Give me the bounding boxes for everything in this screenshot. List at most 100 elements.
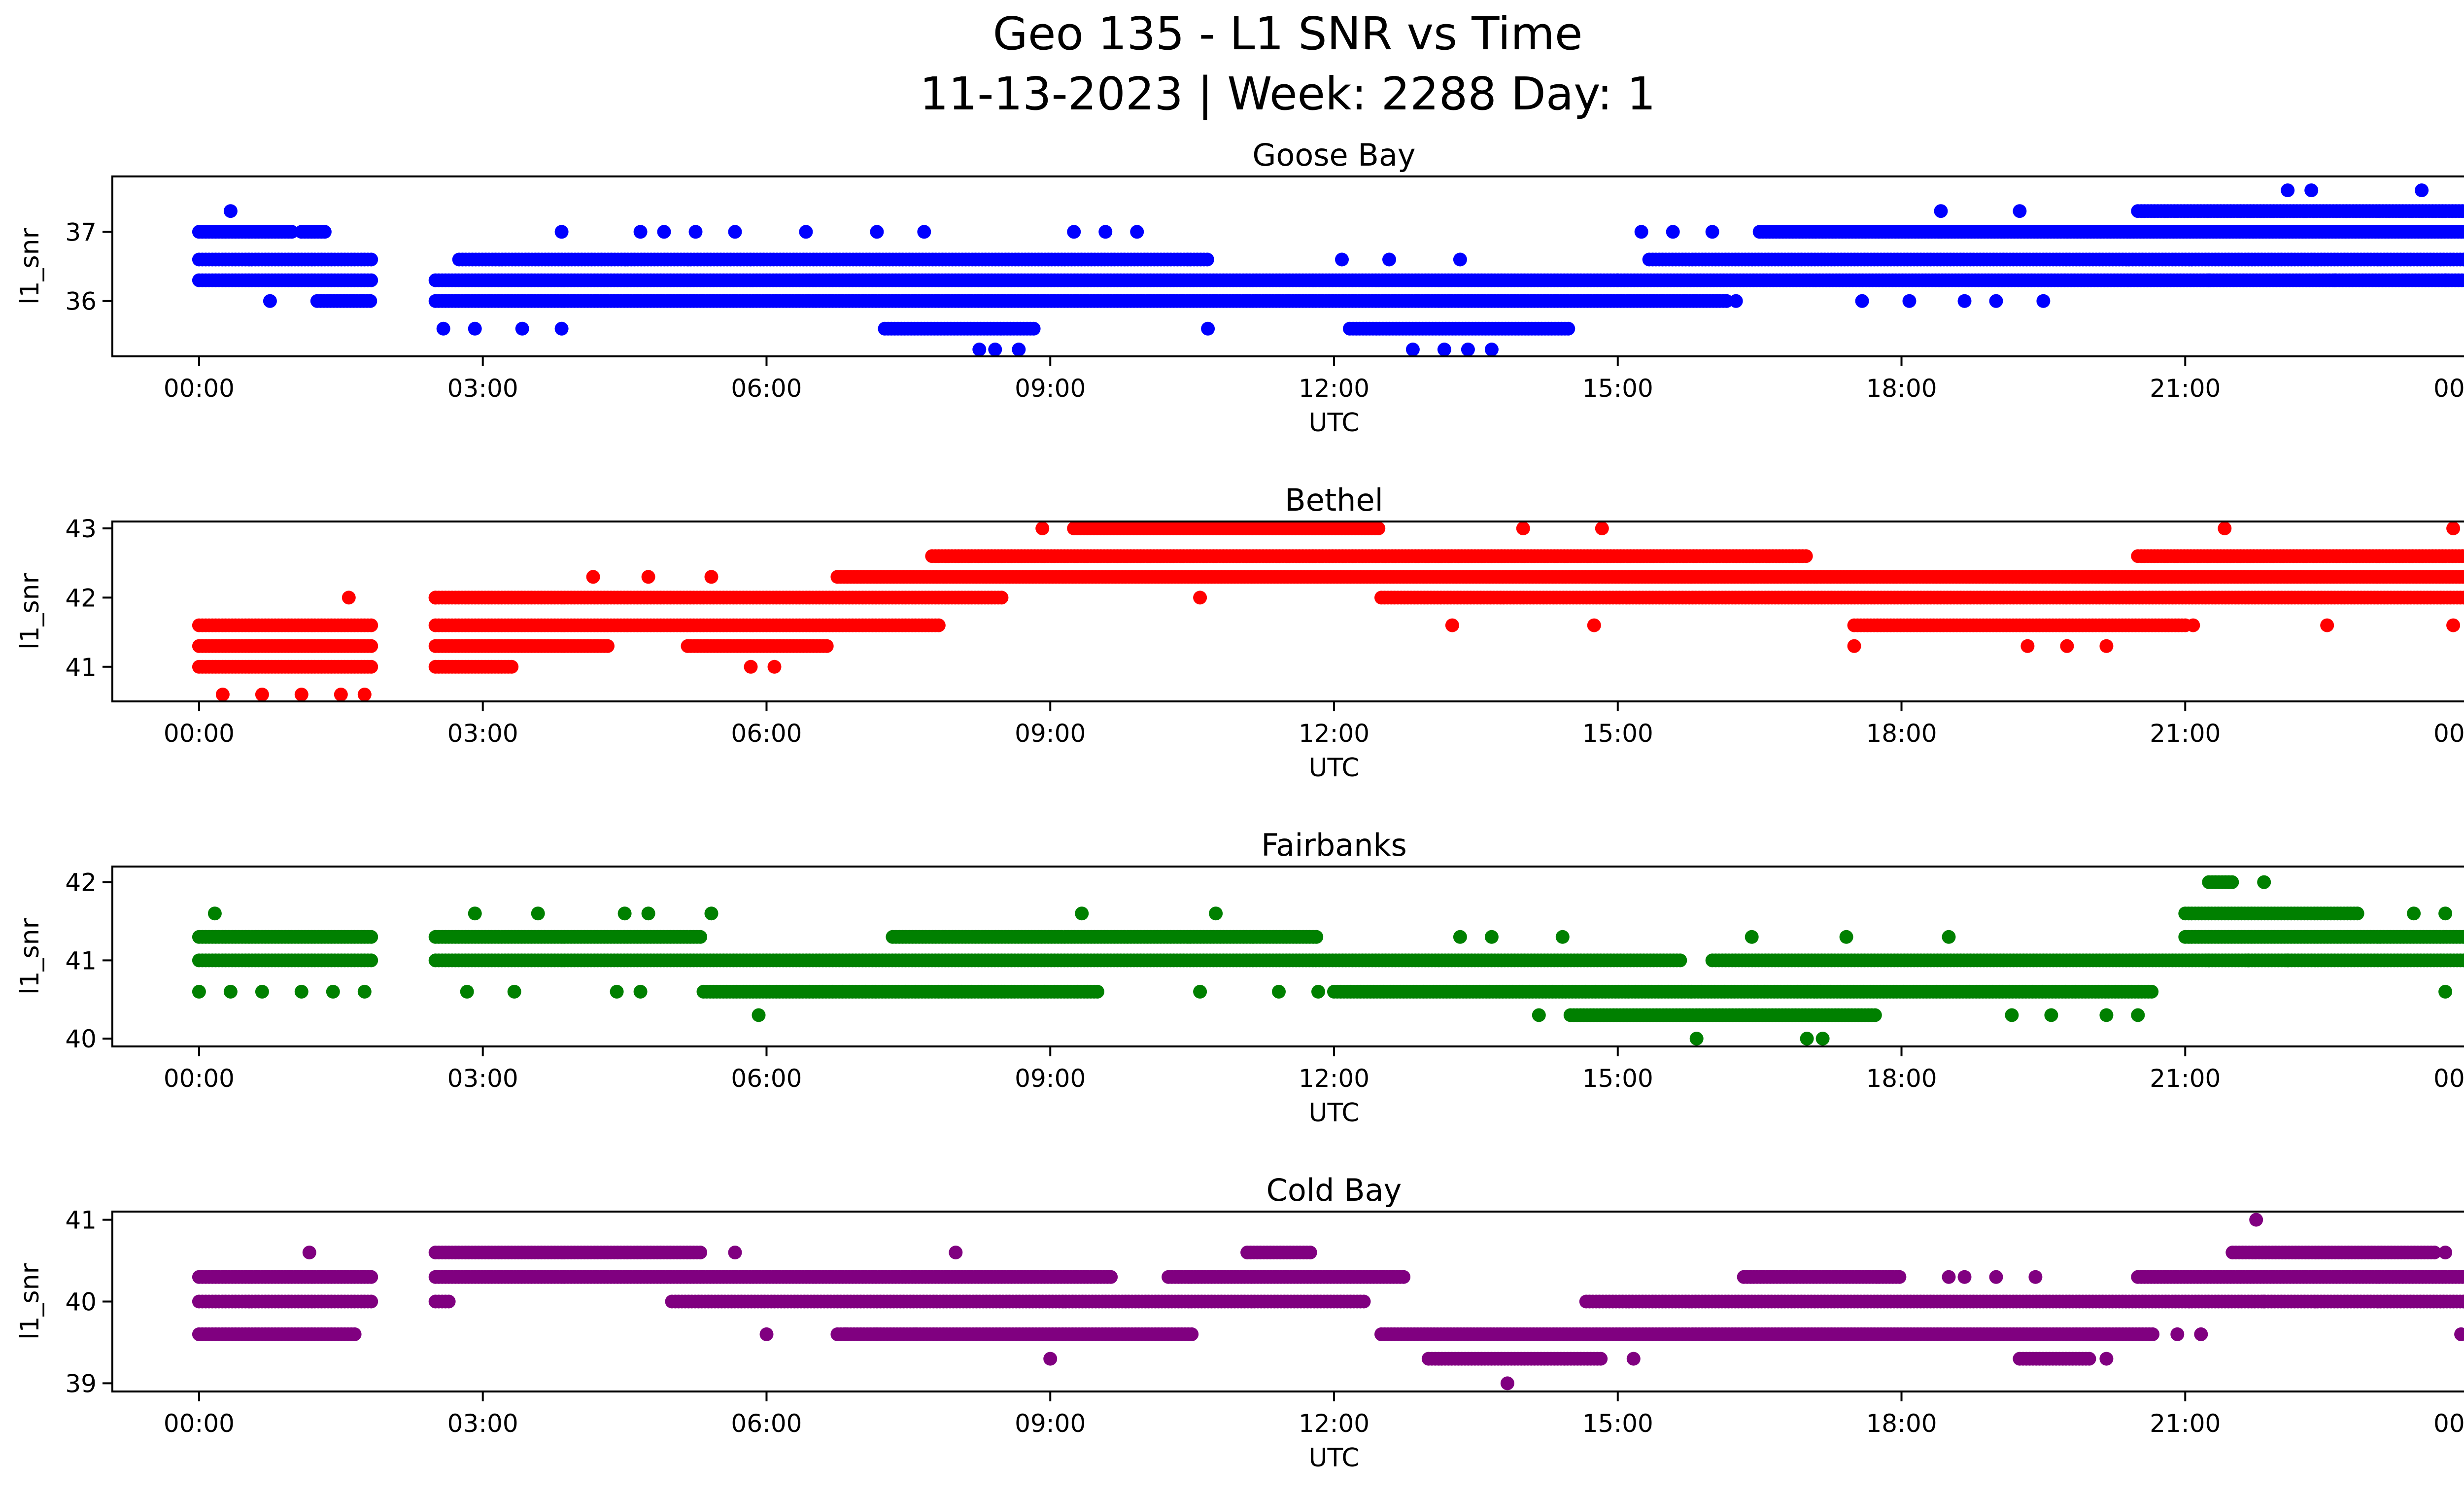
data-point [2460,591,2464,604]
data-point [2328,273,2342,287]
data-point [1012,343,1026,356]
data-point [1902,294,1916,308]
data-point [2320,618,2334,632]
data-point [1130,225,1144,239]
plot-frame [111,521,2464,702]
data-point [1445,618,1459,632]
data-point [364,252,378,267]
x-tick-label: 15:00 [1582,374,1653,403]
x-tick-label: 06:00 [731,719,802,748]
data-point [1799,549,1813,563]
y-tick-label: 43 [65,515,97,543]
x-tick-label: 03:00 [447,374,518,403]
data-point [917,225,931,239]
data-point [1067,225,1081,239]
data-point [342,591,356,605]
data-point [704,570,719,584]
data-point [285,225,299,239]
x-axis-label: UTC [1308,753,1359,783]
data-point [688,225,703,239]
data-point [334,688,348,701]
data-point [364,639,378,653]
data-point [1729,294,1743,308]
data-point [693,930,708,944]
data-point [1461,343,1475,356]
data-point [1371,522,1386,535]
x-tick-label: 18:00 [1866,719,1937,748]
y-axis-label: l1_snr [15,228,45,305]
data-point [2013,204,2027,218]
data-point [2036,294,2051,308]
data-point [357,688,372,701]
scatter-series [192,183,2464,356]
data-point [1847,639,1861,653]
data-point [633,225,648,239]
data-point [1855,294,1869,308]
y-tick-label: 36 [65,287,97,316]
data-point [263,294,277,308]
x-tick-label: 06:00 [731,374,802,403]
data-point [1309,930,1324,944]
data-point [2461,226,2464,238]
data-point [1666,225,1680,239]
data-point [820,639,834,653]
data-point [1201,321,1215,336]
data-point [2462,275,2464,285]
y-tick-label: 41 [65,653,97,682]
data-point [1453,252,1467,267]
data-point [1035,522,1050,535]
data-point [601,639,615,653]
data-point [988,343,1002,356]
x-tick-label: 00:00 [164,719,235,748]
data-point [1516,522,1530,535]
data-point [1587,618,1601,632]
data-point [428,591,443,605]
data-point [2415,183,2429,198]
data-point [2020,639,2035,653]
subplot-title: Bethel [1285,482,1383,518]
x-tick-label: 00:00 [2433,719,2464,748]
data-point [2186,618,2200,632]
data-point [468,321,482,336]
data-point [364,618,378,632]
data-point [363,294,377,308]
figure-title-line2: 11-13-2023 | Week: 2288 Day: 1 [920,68,1656,120]
x-tick-label: 21:00 [2150,374,2221,403]
data-point [554,225,569,239]
data-point [1634,225,1648,239]
data-point [1484,343,1499,356]
data-point [641,570,655,584]
x-tick-label: 15:00 [1582,719,1653,748]
data-point [744,660,758,674]
data-point [767,660,782,674]
data-point [364,930,378,944]
subplot-title: Goose Bay [1252,137,1415,173]
scatter-series [192,875,2464,1046]
data-point [1200,252,1214,267]
data-point [1957,294,1972,308]
data-point [1405,343,1420,356]
data-point [2438,273,2453,287]
y-axis-label: l1_snr [15,573,45,650]
x-tick-label: 12:00 [1299,374,1369,403]
scatter-series [192,522,2464,701]
data-point [2281,183,2295,198]
figure-title-line1: Geo 135 - L1 SNR vs Time [993,7,1583,60]
data-point [972,343,987,356]
data-point [364,273,378,287]
x-axis-label: UTC [1308,408,1359,438]
data-point [2459,204,2464,218]
data-point [255,688,269,701]
data-point [1673,953,1687,968]
data-point [215,688,230,701]
data-point [799,225,813,239]
data-point [364,953,378,968]
data-point [2099,639,2114,653]
data-point [1705,225,1719,239]
y-tick-label: 37 [65,218,97,246]
